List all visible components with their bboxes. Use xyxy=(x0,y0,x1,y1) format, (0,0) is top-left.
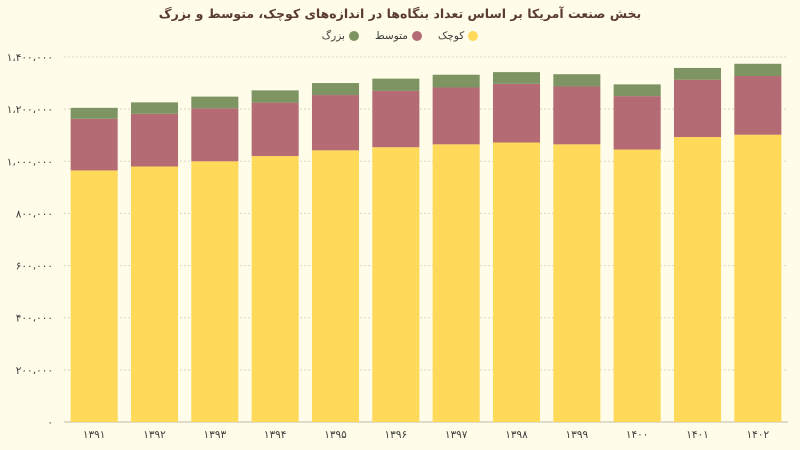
bar-segment-medium xyxy=(734,76,782,135)
bar-segment-large xyxy=(673,67,722,80)
bar-segment-medium xyxy=(251,102,299,157)
bar-segment-small xyxy=(432,144,480,422)
bar-segment-large xyxy=(251,90,299,103)
bar-segment-small xyxy=(311,150,360,423)
y-tick-label: ۴۰۰،۰۰۰ xyxy=(16,313,53,325)
bar-segment-small xyxy=(70,170,118,422)
y-tick-label: ۰ xyxy=(47,417,53,429)
legend-swatch-medium xyxy=(411,31,422,41)
bar-segment-small xyxy=(372,147,420,422)
bar-segment-large xyxy=(432,74,480,88)
legend-swatch-large xyxy=(348,31,359,41)
x-tick-label: ۱۳۹۶ xyxy=(385,429,408,441)
bar-segment-medium xyxy=(492,83,541,143)
legend: کوچک متوسط بزرگ xyxy=(0,30,800,42)
bar-segment-medium xyxy=(673,79,722,138)
bar-segment-large xyxy=(734,63,782,77)
legend-item-small: کوچک xyxy=(437,30,479,42)
x-tick-label: ۱۳۹۲ xyxy=(143,429,166,441)
x-tick-label: ۱۴۰۱ xyxy=(686,429,709,441)
bar-segment-small xyxy=(251,156,299,423)
y-tick-label: ۲۰۰،۰۰۰ xyxy=(16,365,53,377)
bar-segment-large xyxy=(372,78,420,91)
legend-label-small: کوچک xyxy=(437,30,465,42)
x-tick-label: ۱۳۹۹ xyxy=(566,429,589,441)
bar-segment-small xyxy=(553,144,601,422)
bar-segment-large xyxy=(130,102,179,114)
x-tick-label: ۱۴۰۲ xyxy=(747,429,770,441)
bar-segment-small xyxy=(673,137,722,422)
y-tick-label: ۶۰۰،۰۰۰ xyxy=(16,261,53,273)
y-tick-label: ۱،۰۰۰،۰۰۰ xyxy=(7,156,53,168)
x-tick-label: ۱۳۹۱ xyxy=(83,429,106,441)
x-tick-label: ۱۳۹۴ xyxy=(264,429,287,441)
x-tick-label: ۱۳۹۳ xyxy=(204,429,227,441)
bar-segment-medium xyxy=(613,96,661,150)
bar-segment-large xyxy=(191,96,239,109)
legend-label-large: بزرگ xyxy=(321,30,345,42)
bar-segment-medium xyxy=(130,113,179,167)
bar-segment-large xyxy=(613,84,661,97)
bar-segment-large xyxy=(492,72,541,84)
y-tick-label: ۱،۴۰۰،۰۰۰ xyxy=(7,52,53,64)
legend-item-medium: متوسط xyxy=(375,30,422,42)
x-tick-label: ۱۳۹۷ xyxy=(445,429,468,441)
bar-segment-medium xyxy=(70,118,118,171)
x-tick-label: ۱۳۹۸ xyxy=(505,429,528,441)
bar-segment-medium xyxy=(432,87,480,145)
bar-segment-medium xyxy=(311,95,360,151)
bar-segment-large xyxy=(70,107,118,119)
y-tick-label: ۱،۲۰۰،۰۰۰ xyxy=(7,104,53,116)
bar-segment-large xyxy=(311,83,360,96)
bar-segment-medium xyxy=(553,86,601,145)
legend-item-large: بزرگ xyxy=(322,30,359,42)
y-tick-label: ۸۰۰،۰۰۰ xyxy=(16,208,53,220)
x-tick-label: ۱۳۹۵ xyxy=(324,429,347,441)
bar-segment-small xyxy=(492,142,541,422)
bar-segment-medium xyxy=(372,90,420,148)
bar-segment-small xyxy=(130,166,179,422)
legend-label-medium: متوسط xyxy=(374,30,408,42)
bar-segment-small xyxy=(734,134,782,422)
bar-segment-large xyxy=(553,74,601,87)
bar-segment-medium xyxy=(191,108,239,162)
x-tick-label: ۱۴۰۰ xyxy=(626,429,649,441)
legend-swatch-small xyxy=(468,31,479,41)
bar-segment-small xyxy=(613,149,661,422)
chart-title: بخش صنعت آمریکا بر اساس تعداد بنگاه‌ها د… xyxy=(158,6,642,21)
bar-segment-small xyxy=(191,161,239,423)
